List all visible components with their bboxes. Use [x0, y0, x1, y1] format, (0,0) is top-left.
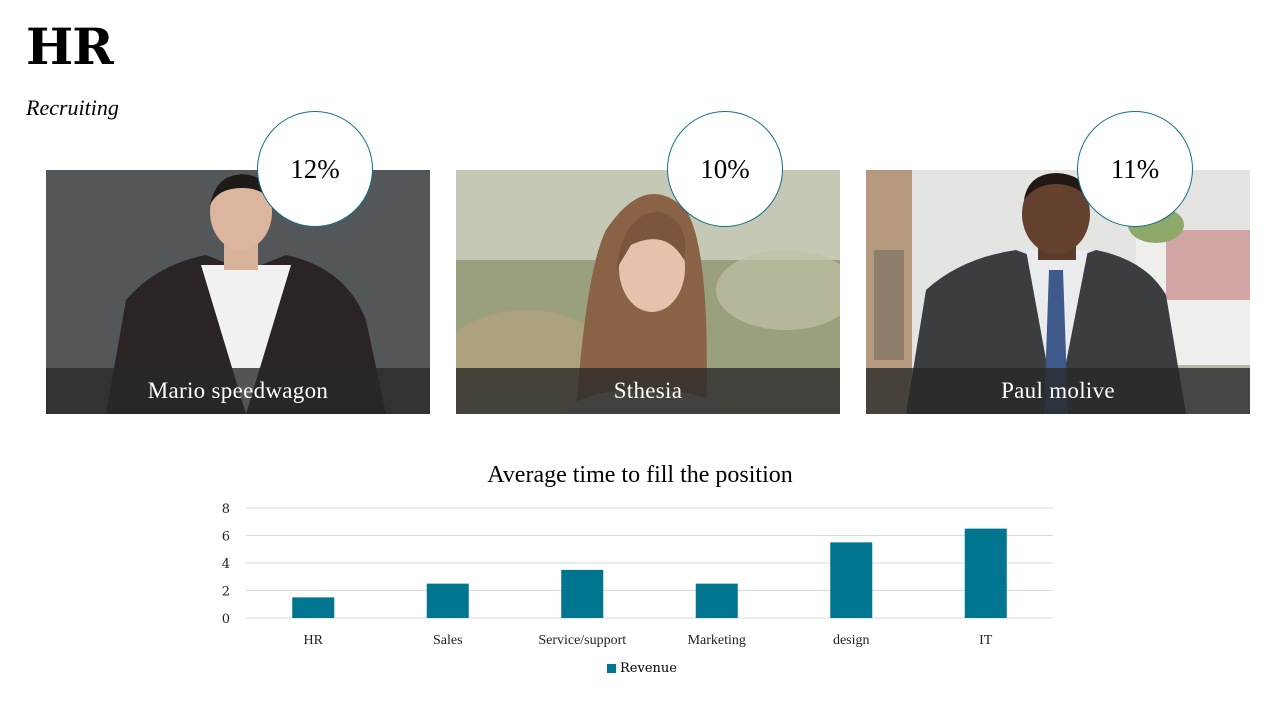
bar: [426, 583, 469, 618]
chart-title: Average time to fill the position: [487, 462, 793, 488]
person-card-mario: Mario speedwagon: [46, 170, 430, 414]
page-subtitle: Recruiting: [26, 95, 119, 120]
person-name: Sthesia: [613, 378, 683, 403]
y-tick-label: 6: [222, 530, 230, 545]
chart-legend: Revenue: [607, 661, 677, 676]
x-tick-label: design: [833, 633, 870, 648]
percent-badge-mario: 12%: [257, 111, 373, 227]
person-card-paul: Paul molive: [866, 170, 1250, 414]
person-card-sthesia: Sthesia: [456, 170, 840, 414]
caption-bar: Paul molive: [866, 368, 1250, 414]
page-title: HR: [26, 17, 114, 76]
percent-badge-sthesia: 10%: [667, 111, 783, 227]
bar-chart: 0 2 4 6 8 HR Sales Service/support Marketing desi…: [222, 502, 1053, 648]
x-tick-label: Service/support: [538, 633, 626, 648]
person-name: Paul molive: [1001, 378, 1115, 403]
person-name: Mario speedwagon: [147, 378, 329, 403]
caption-bar: Mario speedwagon: [46, 368, 430, 414]
caption-bar: Sthesia: [456, 368, 840, 414]
bar: [561, 569, 604, 618]
legend-swatch: [607, 664, 616, 673]
y-tick-label: 4: [222, 557, 230, 572]
percent-value: 12%: [290, 153, 340, 184]
bar: [830, 542, 873, 618]
percent-value: 10%: [700, 153, 750, 184]
bar: [695, 583, 738, 618]
bar: [292, 597, 335, 618]
person-photo-mario: [46, 170, 430, 414]
x-tick-label: Sales: [433, 633, 463, 648]
x-tick-label: Marketing: [688, 633, 746, 648]
percent-badge-paul: 11%: [1077, 111, 1193, 227]
x-tick-label: IT: [979, 633, 993, 648]
bar: [964, 528, 1007, 618]
x-tick-label: HR: [304, 633, 324, 648]
y-tick-label: 2: [222, 585, 230, 600]
y-tick-label: 0: [222, 612, 230, 627]
legend-label: Revenue: [620, 661, 677, 676]
percent-value: 11%: [1110, 153, 1160, 184]
y-tick-label: 8: [222, 502, 230, 517]
